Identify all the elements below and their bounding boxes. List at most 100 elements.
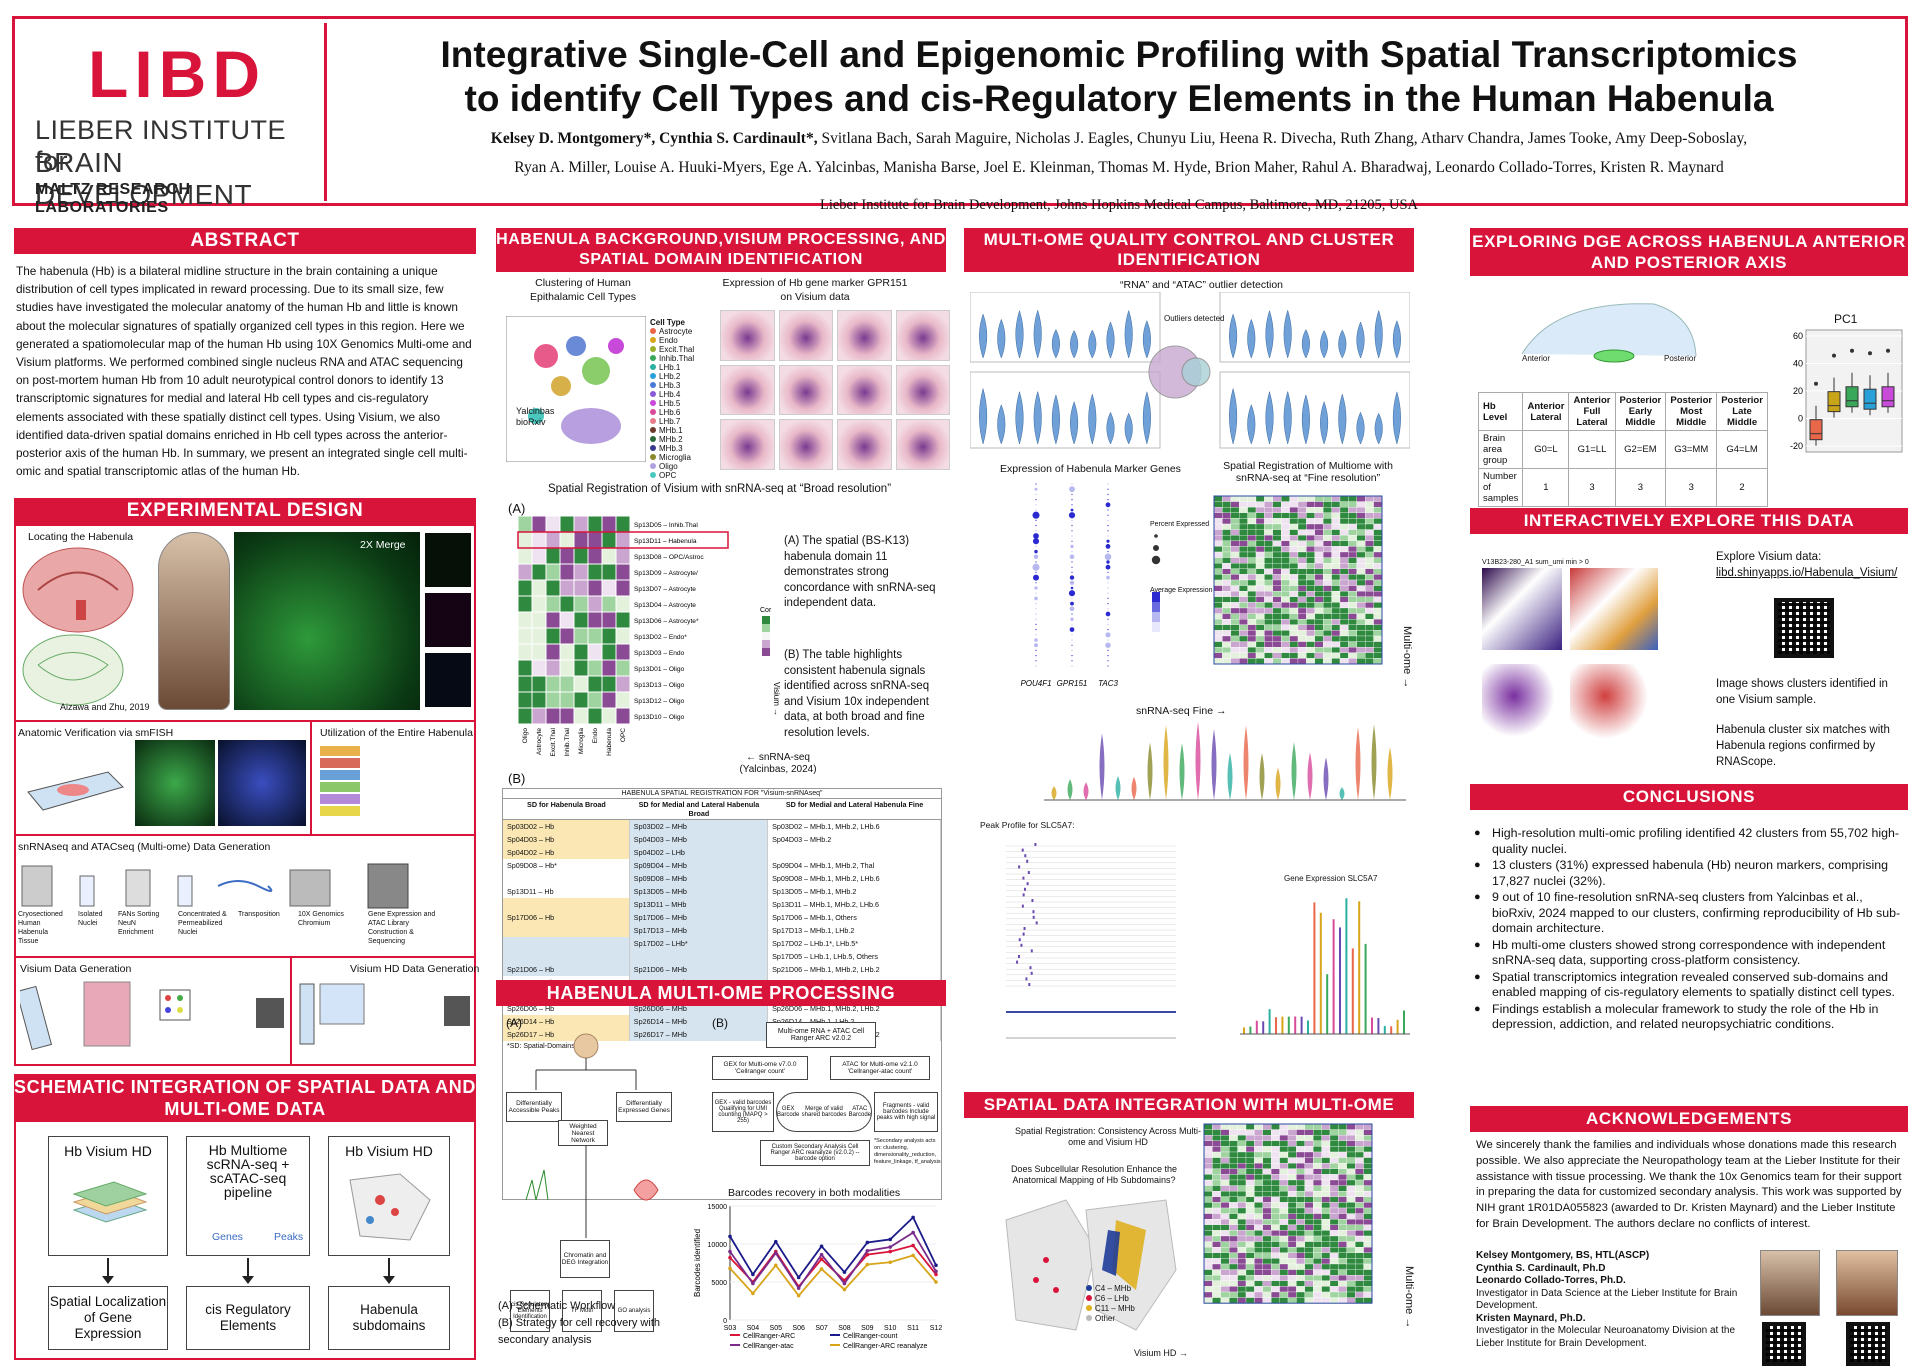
heatmap-cell [1281,579,1290,586]
data-point [751,1272,755,1277]
table-cell [768,846,941,859]
heatmap-cell [1213,535,1223,541]
heatmap-cell [1255,641,1265,648]
heatmap-cell [1213,529,1223,536]
heatmap-cell [1365,591,1374,597]
heatmap-cell [1373,619,1383,625]
heatmap-cell [1313,1140,1322,1147]
heatmap-cell [1229,1207,1238,1214]
heatmap-cell [1329,1230,1339,1237]
violin [1320,401,1329,445]
heatmap-cell [1346,1224,1356,1231]
heatmap-cell [1239,647,1248,653]
heatmap-cell [1237,1191,1247,1197]
heatmap-cell [1212,1207,1221,1214]
heatmap-cell [1304,1191,1314,1197]
heatmap-cell [559,659,575,677]
heatmap-cell [1213,607,1223,614]
qr-code-icon[interactable] [1846,1322,1890,1366]
heatmap-cell [1339,546,1349,553]
box [1863,388,1877,410]
heatmap-cell [1229,1224,1238,1231]
violin [1291,742,1297,800]
heatmap-cell [1212,1123,1221,1130]
violin [1124,310,1133,359]
heatmap-cell [1365,518,1374,525]
qr-code-icon[interactable] [1762,1322,1806,1366]
heatmap-cell [1212,1168,1221,1175]
cell-type-legend-item: Astrocyte [650,327,694,336]
heatmap-cell [517,547,533,565]
heatmap-cell [1338,1280,1347,1287]
anatomic-verification-label: Anatomic Verification via smFISH [18,727,174,739]
heatmap-cell [1229,1219,1238,1225]
data-point [888,1237,893,1242]
heatmap-cell [1279,1179,1289,1186]
heatmap-cell [573,659,589,677]
heatmap-cell [559,563,575,581]
row-label: Sp13D07 – Astrocyte [634,586,696,593]
heatmap-cell [1314,613,1324,620]
heatmap-cell [1313,1275,1322,1281]
heatmap-cell [1254,1269,1263,1276]
row-label: Sp13D02 – Endo* [634,634,687,641]
heatmap-cell [1247,647,1257,653]
heatmap-cell [1262,1146,1272,1153]
dot [1107,488,1109,490]
heatmap-cell [1329,1213,1339,1220]
heatmap-cell [1339,607,1349,614]
heatmap-cell [1338,1151,1347,1158]
heatmap-cell [1346,1230,1356,1237]
heatmap-cell [1329,1168,1339,1175]
heatmap-cell [1338,1168,1347,1175]
heatmap-cell [1289,568,1299,575]
heatmap-cell [531,627,547,645]
heatmap-cell [1304,1291,1314,1298]
row-label: Sp13D13 – Oligo [634,682,685,689]
heatmap-cell [1237,1174,1247,1181]
multiome-proc-heading: HABENULA MULTI-OME PROCESSING [496,980,946,1006]
heatmap-cell [1365,563,1374,569]
heatmap-cell [1255,658,1265,665]
violin [1355,726,1361,800]
table-cell: G1=LL [1568,430,1616,469]
heatmap-cell [1373,540,1383,547]
heatmap-cell [1230,535,1240,541]
legend-item: C11 – MHb [1086,1304,1135,1314]
legend-swatch [650,328,656,334]
heatmap-cell [1338,1252,1347,1259]
heatmap-cell [1271,1135,1280,1141]
heatmap-cell [1329,1174,1339,1181]
heatmap-cell [1279,1151,1289,1158]
table-cell: Sp17D13 – MHb [629,924,769,937]
heatmap-cell [1262,1247,1272,1253]
heatmap-cell [1230,546,1240,553]
peak [1017,955,1020,958]
table-header: SD for Medial and Lateral Habenula Fine [768,799,941,820]
table-cell [503,872,630,885]
heatmap-cell [1230,607,1240,614]
heatmap-cell [1264,512,1273,519]
umap-clusters [506,316,646,462]
heatmap-cell [1287,1280,1297,1287]
heatmap-cell [1329,1151,1339,1158]
dot [1105,611,1111,617]
dot [1107,649,1109,651]
qr-code-icon[interactable] [1774,598,1834,658]
heatmap-cell [1296,1235,1305,1242]
data-point [773,1239,778,1244]
heatmap-cell [573,611,589,629]
dot [1107,499,1109,501]
y-axis-label: Barcodes identified [693,1229,702,1297]
heatmap-cell [1237,1185,1247,1192]
heatmap-cell [1365,523,1374,530]
heatmap-cell [1355,1291,1364,1298]
heatmap-cell [1304,1230,1314,1237]
shiny-app-link[interactable]: libd.shinyapps.io/Habenula_Visium/ [1716,567,1898,579]
data-point [796,1286,801,1290]
table-footnote: *SD: Spatial-Domains [507,1043,575,1050]
heatmap-cell [1281,635,1290,642]
heatmap-cell [1279,1168,1289,1175]
heatmap-cell [1272,507,1282,513]
heatmap-cell [1279,1146,1289,1153]
